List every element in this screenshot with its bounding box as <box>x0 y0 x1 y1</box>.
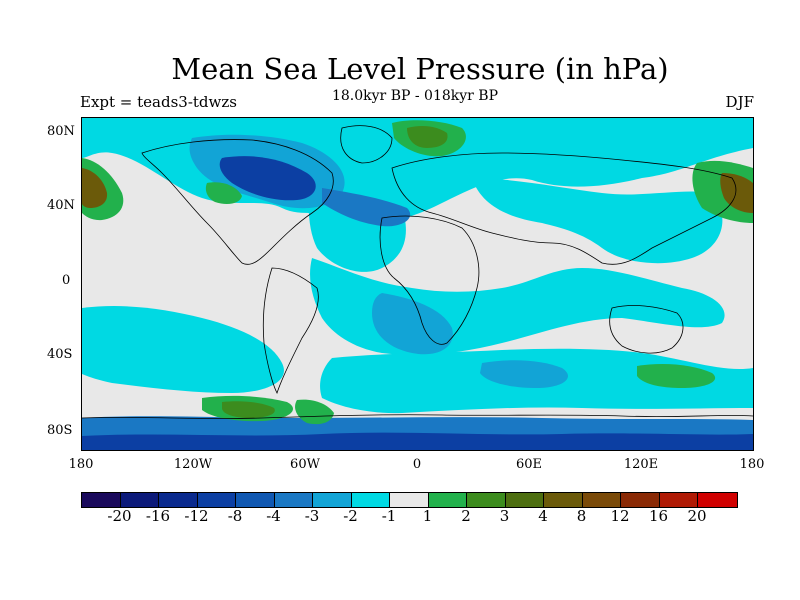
colorbar-label: -1 <box>381 507 397 525</box>
lon-label-120e: 120E <box>623 457 659 472</box>
coastline-greenland <box>340 125 393 164</box>
colorbar-swatch-16 <box>698 493 737 507</box>
colorbar-label: 4 <box>538 507 548 525</box>
green-region-south-pacific-east <box>637 364 716 388</box>
lon-label-0: 0 <box>412 457 422 472</box>
colorbar-swatch-14 <box>621 493 660 507</box>
dark-green-region-southern-pacific <box>222 401 275 418</box>
colorbar-label: 1 <box>422 507 433 525</box>
colorbar-swatch-3 <box>197 493 236 507</box>
lon-label-60w: 60W <box>290 457 320 472</box>
colorbar-swatch-1 <box>120 493 159 507</box>
dark-blue-region-north-america <box>219 156 316 201</box>
colorbar-label: -4 <box>266 507 281 525</box>
brown-region-north-pacific-east <box>720 173 753 213</box>
cyan-region-south-pacific <box>82 306 284 393</box>
coastline-antarctica <box>82 414 753 419</box>
colorbar <box>81 492 738 508</box>
colorbar-label: 3 <box>499 507 510 525</box>
lat-label-equator: 0 <box>62 273 71 288</box>
plot-title: Mean Sea Level Pressure (in hPa) <box>171 52 669 86</box>
colorbar-swatch-8 <box>390 493 429 507</box>
green-region-north-america-small <box>205 182 242 204</box>
map-field <box>82 118 753 450</box>
colorbar-label: 12 <box>610 507 630 525</box>
colorbar-label: 20 <box>687 507 707 525</box>
colorbar-label: 8 <box>576 507 587 525</box>
colorbar-swatch-10 <box>467 493 506 507</box>
lon-label-180e: 180 <box>739 457 765 472</box>
colorbar-label: 2 <box>461 507 471 525</box>
colorbar-swatch-9 <box>428 493 467 507</box>
colorbar-label: -16 <box>145 507 171 525</box>
colorbar-label: -3 <box>304 507 320 525</box>
lat-label-40n: 40N <box>47 198 75 213</box>
colorbar-label: -2 <box>343 507 358 525</box>
season-label: DJF <box>725 93 754 111</box>
lon-label-180w: 180 <box>68 457 94 472</box>
cyan-region-asia <box>472 178 723 264</box>
brown-region-north-pacific-west <box>82 168 108 208</box>
colorbar-swatch-5 <box>274 493 313 507</box>
coastline-south-america <box>262 267 319 395</box>
colorbar-swatch-6 <box>313 493 352 507</box>
dark-green-region-arctic <box>407 125 448 148</box>
coastline-north-america <box>141 139 334 265</box>
colorbar-swatch-12 <box>544 493 583 507</box>
coastline-australia <box>609 305 684 354</box>
lat-label-80n: 80N <box>47 124 75 139</box>
colorbar-label: 16 <box>648 507 669 525</box>
colorbar-label: -8 <box>227 507 243 525</box>
colorbar-swatch-4 <box>236 493 275 507</box>
colorbar-label: -12 <box>184 507 209 525</box>
coastline-eurasia <box>391 152 737 265</box>
blue-region-south-atlantic <box>372 293 453 355</box>
lon-label-120w: 120W <box>173 457 213 472</box>
blue-region-south-indian <box>480 360 568 388</box>
coastlines <box>82 125 753 419</box>
lon-label-60e: 60E <box>515 457 543 472</box>
experiment-label: Expt = teads3-tdwzs <box>80 93 237 111</box>
colorbar-label: -20 <box>107 507 132 525</box>
colorbar-swatch-11 <box>505 493 544 507</box>
dark-blue-region-antarctica <box>82 432 753 450</box>
pressure-map <box>81 117 754 451</box>
lat-label-40s: 40S <box>47 347 73 362</box>
lat-label-80s: 80S <box>47 423 73 438</box>
colorbar-swatch-15 <box>659 493 698 507</box>
plot-subtitle: 18.0kyr BP - 018kyr BP <box>331 88 498 104</box>
colorbar-swatch-0 <box>82 493 121 507</box>
colorbar-swatch-13 <box>582 493 621 507</box>
green-region-antarctic-peninsula <box>295 399 334 425</box>
colorbar-swatch-2 <box>159 493 198 507</box>
blue-region-north-atlantic <box>322 188 411 227</box>
coastline-africa <box>379 215 480 345</box>
colorbar-swatch-7 <box>351 493 390 507</box>
